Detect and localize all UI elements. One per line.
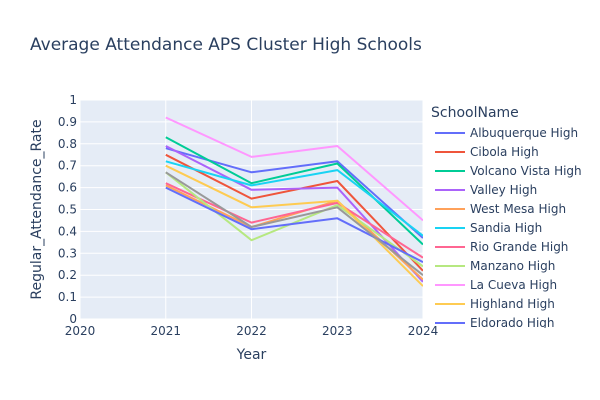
- legend-item[interactable]: West Mesa High: [435, 202, 566, 216]
- y-tick-label: 1: [69, 93, 77, 107]
- series-line-7: [165, 182, 423, 259]
- legend: Albuquerque High Cibola High Volcano Vista…: [435, 126, 582, 330]
- x-tick-label: 2023: [322, 324, 353, 338]
- legend-label: Albuquerque High: [470, 126, 578, 140]
- legend-label: West Mesa High: [470, 202, 566, 216]
- axis-ticks: 0 0.1 0.2 0.3 0.4 0.5 0.6 0.7 0.8 0.9 1 2020 2021 202…: [58, 93, 438, 338]
- gridlines: [79, 99, 424, 320]
- y-tick-label: 0.8: [58, 137, 77, 151]
- series-line-6: [165, 160, 423, 237]
- legend-item[interactable]: Valley High: [435, 183, 537, 197]
- legend-title: SchoolName: [431, 105, 519, 121]
- legend-item[interactable]: Albuquerque High: [435, 126, 578, 140]
- y-tick-label: 0.4: [58, 224, 77, 238]
- legend-label: Valley High: [470, 183, 537, 197]
- legend-label: Rio Grande High: [470, 240, 568, 254]
- legend-item[interactable]: Volcano Vista High: [435, 164, 582, 178]
- x-tick-label: 2024: [408, 324, 439, 338]
- x-tick-label: 2020: [65, 324, 96, 338]
- y-tick-label: 0.2: [58, 268, 77, 282]
- legend-label: Volcano Vista High: [470, 164, 582, 178]
- legend-label: La Cueva High: [470, 278, 557, 292]
- legend-item[interactable]: La Cueva High: [435, 278, 557, 292]
- legend-item[interactable]: Highland High: [435, 297, 555, 311]
- x-tick-label: 2022: [236, 324, 267, 338]
- y-tick-label: 0.9: [58, 115, 77, 129]
- legend-label: Eldorado High: [470, 316, 555, 330]
- chart-title: Average Attendance APS Cluster High Scho…: [30, 35, 422, 55]
- y-tick-label: 0.3: [58, 246, 77, 260]
- y-tick-label: 0.7: [58, 159, 77, 173]
- series-line-9: [165, 116, 423, 222]
- y-axis-title: Regular_Attendance_Rate: [29, 119, 45, 299]
- series-line-8: [165, 171, 423, 268]
- series-line-10: [165, 164, 423, 287]
- legend-item[interactable]: Sandia High: [435, 221, 542, 235]
- y-tick-label: 0: [69, 312, 77, 326]
- legend-label: Sandia High: [470, 221, 542, 235]
- legend-item[interactable]: Cibola High: [435, 145, 539, 159]
- y-tick-label: 0.1: [58, 290, 77, 304]
- y-tick-label: 0.5: [58, 203, 77, 217]
- legend-item[interactable]: Rio Grande High: [435, 240, 568, 254]
- legend-label: Highland High: [470, 297, 555, 311]
- x-axis-title: Year: [236, 347, 267, 363]
- legend-item[interactable]: Eldorado High: [435, 316, 555, 330]
- y-tick-label: 0.6: [58, 181, 77, 195]
- series-line-12: [165, 171, 423, 276]
- legend-label: Cibola High: [470, 145, 539, 159]
- series-lines: [165, 116, 423, 287]
- legend-label: Manzano High: [470, 259, 555, 273]
- series-line-2: [165, 153, 423, 272]
- x-tick-label: 2021: [150, 324, 181, 338]
- legend-item[interactable]: Manzano High: [435, 259, 555, 273]
